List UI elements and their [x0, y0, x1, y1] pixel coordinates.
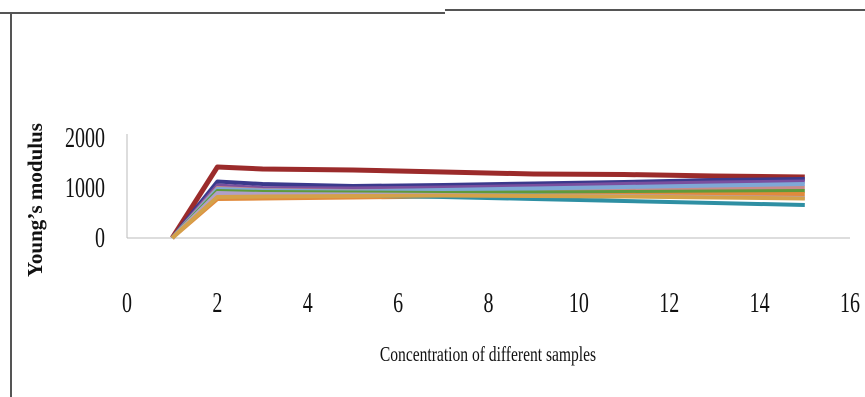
series-line-3 — [170, 179, 805, 240]
series-line-10 — [170, 193, 805, 240]
y-tick-label: 0 — [95, 223, 105, 254]
series-line-7 — [170, 192, 805, 240]
x-tick-label: 12 — [659, 288, 679, 319]
x-axis-label: Concentration of different samples — [380, 343, 596, 367]
series-layer — [170, 164, 805, 240]
series-line-1 — [170, 164, 805, 240]
x-tick-label: 10 — [569, 288, 589, 319]
x-tick-label: 14 — [750, 288, 770, 319]
y-tick-label: 1000 — [65, 173, 105, 204]
y-tick-label: 2000 — [65, 123, 105, 154]
x-tick-labels: 0 2 4 6 8 10 12 14 16 — [122, 288, 860, 319]
x-tick-label: 8 — [484, 288, 494, 319]
series-line-2 — [170, 177, 805, 240]
x-tick-label: 0 — [122, 288, 132, 319]
series-line-8 — [170, 192, 805, 240]
y-tick-labels: 0 1000 2000 — [65, 123, 105, 254]
y-axis-label: Young’s modulus — [23, 123, 47, 277]
x-tick-label: 2 — [212, 288, 222, 319]
x-tick-label: 16 — [840, 288, 860, 319]
x-tick-label: 4 — [303, 288, 313, 319]
x-tick-label: 6 — [393, 288, 403, 319]
